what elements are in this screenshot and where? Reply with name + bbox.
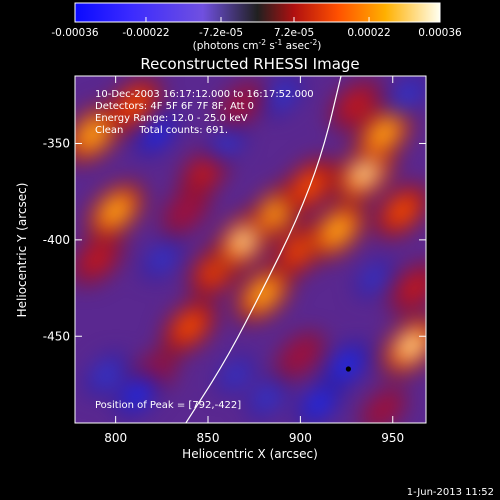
peak-marker [345,366,352,372]
heatmap-blob-core [123,93,146,116]
colorbar-frame [74,2,441,23]
heatmap-blob-negative-core [333,352,360,378]
peak-position-label: Position of Peak = [792,-422] [95,400,241,411]
heatmap-blob-core [194,162,215,183]
heatmap-blob-core [390,199,413,222]
heatmap-blob-core [103,199,128,223]
info-line-clean: Clean Total counts: 691. [95,125,228,136]
heatmap-blob-core [289,238,312,261]
heatmap-blob-core [374,400,393,419]
x-tick-label: 950 [381,431,404,445]
colorbar-tick-label: -0.00022 [122,27,169,39]
heatmap-blob-negative-core [396,84,419,107]
info-line-energy: Energy Range: 12.0 - 25.0 keV [95,113,248,124]
x-tick-label: 900 [289,431,312,445]
heatmap-blob-core [352,159,378,186]
heatmap-blob-negative-core [256,387,278,409]
heatmap-blob-negative-core [306,391,331,416]
heatmap-blob-core [86,248,108,270]
colorbar-tick-label: -0.00036 [51,27,99,39]
colorbar-tick-label: 7.2e-05 [274,27,314,39]
heatmap-blob-core [404,277,426,299]
y-tick-label: -450 [43,329,70,343]
heatmap-blob-core [290,345,310,366]
heatmap-blob-core [345,94,367,116]
heatmap-blob-core [371,121,396,146]
heatmap-blob-negative-core [125,381,150,407]
heatmap-blob-negative-core [144,122,169,146]
colorbar-tick-label: -7.2e-05 [199,27,243,39]
heatmap-blob-core [232,95,251,115]
plot-frame [74,75,427,424]
heatmap-blob-core [81,121,106,147]
heatmap-blob-negative-core [364,268,385,289]
heatmap-blob-core [325,218,350,243]
axis-ticks: 800 850 900 950 -350 -400 -450 [43,76,426,445]
footer-timestamp: 1-Jun-2013 11:52 [407,487,494,498]
heatmap-blob-core [398,333,424,359]
y-tick-label: -400 [43,233,70,247]
colorbar-ticks: -0.00036 -0.00022 -7.2e-05 7.2e-05 0.00022 0.… [51,17,462,39]
colorbar-tick-label: 0.00022 [347,27,390,39]
colorbar-unit-label: (photons cm-2 s-1 asec-2) [193,38,322,52]
x-tick-label: 800 [104,431,127,445]
colorbar [75,3,440,22]
heatmap-blob-negative-core [225,364,246,385]
heatmap-blob-negative-core [216,133,237,154]
colorbar-tick-label: 0.00036 [418,27,462,39]
heatmap-blob-negative-core [95,363,118,387]
heatmap-blob-negative-core [270,84,293,107]
info-line-time: 10-Dec-2003 16:17:12.000 to 16:17:52.000 [95,89,314,100]
info-line-detectors: Detectors: 4F 5F 6F 7F 8F, Att 0 [95,101,254,112]
heatmap-blob-core [178,315,201,338]
solar-limb-curve [185,76,342,423]
heatmap-blob-core [176,201,196,221]
y-tick-label: -350 [43,136,70,150]
y-axis-label: Heliocentric Y (arcsec) [15,183,29,318]
x-tick-label: 850 [197,431,220,445]
heatmap-blob-negative-core [151,248,173,270]
chart-title: Reconstructed RHESSI Image [140,55,359,73]
heatmap [75,76,426,423]
x-axis-label: Heliocentric X (arcsec) [182,447,318,461]
